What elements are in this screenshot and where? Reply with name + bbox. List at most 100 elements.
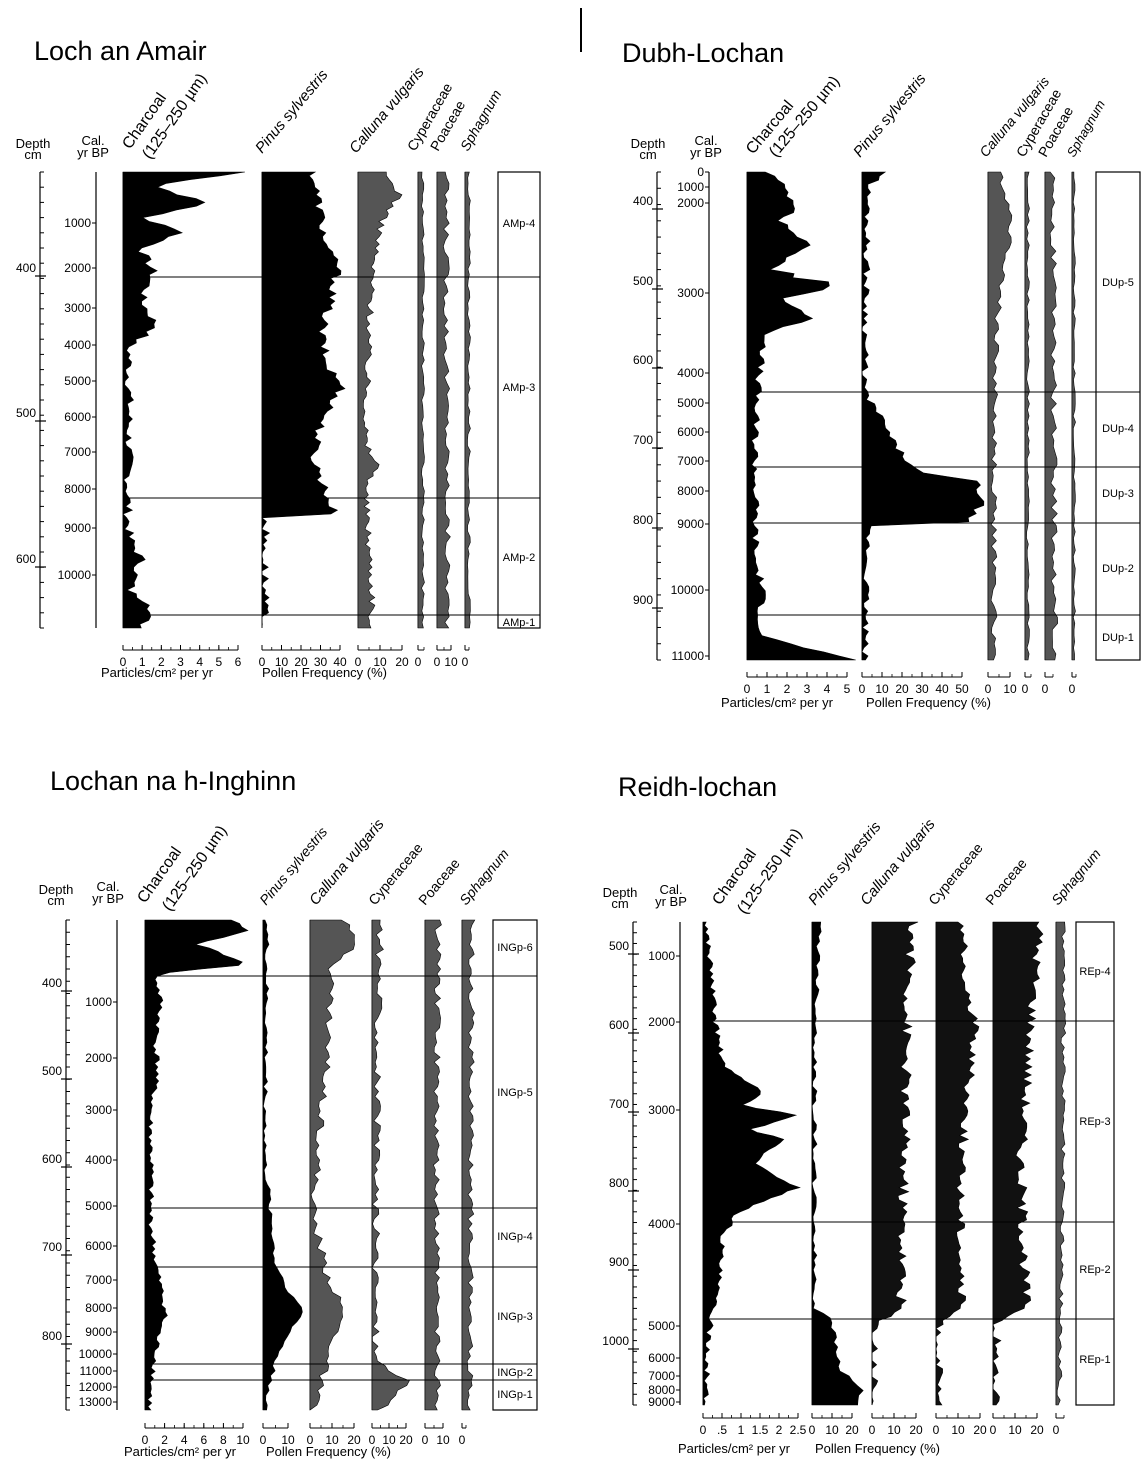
column-tick-label: 0	[990, 1423, 997, 1437]
zone-label: INGp-6	[497, 942, 532, 954]
age-tick-label: 4000	[85, 1153, 112, 1167]
column-tick-label: 30	[915, 682, 929, 696]
column-tick-label: 0	[422, 1433, 429, 1447]
age-tick-label: 10000	[58, 568, 92, 582]
column-tick-label: 0	[933, 1423, 940, 1437]
column-tick-label: 0	[985, 682, 992, 696]
column-tick-label: 10	[951, 1423, 965, 1437]
age-tick-label: 1000	[64, 216, 91, 230]
column-tick-label: 1	[738, 1423, 745, 1437]
depth-tick-label: 800	[42, 1329, 62, 1343]
age-header: Cal.	[96, 879, 119, 894]
depth-tick-label: 900	[609, 1255, 629, 1269]
column-tick-label: 0	[260, 1433, 267, 1447]
age-tick-label: 9000	[85, 1325, 112, 1339]
column-tick-label: 4	[196, 655, 203, 669]
column-tick-label: 3	[804, 682, 811, 696]
taxon-label: Poaceae	[982, 855, 1030, 908]
age-tick-label: 9000	[677, 517, 704, 531]
column-tick-label: 10	[275, 655, 289, 669]
age-tick-label: 13000	[79, 1395, 113, 1409]
depth-tick-label: 500	[16, 406, 36, 420]
depth-tick-label: 600	[16, 552, 36, 566]
column-tick-label: 1	[764, 682, 771, 696]
zone-label: REp-1	[1079, 1354, 1110, 1366]
column-curve	[436, 171, 451, 629]
column-tick-label: 2	[776, 1423, 783, 1437]
zone-label: DUp-5	[1102, 277, 1134, 289]
charcoal-axis-label: Particles/cm² per yr	[101, 665, 214, 680]
column-curve	[122, 171, 245, 629]
zone-label: DUp-1	[1102, 632, 1134, 644]
charcoal-axis-label: Particles/cm² per yr	[721, 695, 834, 710]
column-curve	[309, 919, 355, 1411]
column-tick-label: 20	[294, 655, 308, 669]
pollen-axis-label: Pollen Frequency (%)	[266, 1444, 391, 1459]
column-curve	[464, 171, 471, 629]
age-tick-label: 1000	[85, 995, 112, 1009]
column-tick-label: 20	[395, 655, 409, 669]
zone-label: DUp-3	[1102, 488, 1134, 500]
depth-unit: cm	[639, 147, 656, 162]
panel-title: Reidh-lochan	[618, 772, 777, 802]
column-curve	[1024, 171, 1030, 661]
age-tick-label: 6000	[85, 1239, 112, 1253]
depth-tick-label: 900	[633, 593, 653, 607]
age-header: Cal.	[694, 133, 717, 148]
age-tick-label: 0	[697, 165, 704, 179]
zone-label: REp-3	[1079, 1116, 1110, 1128]
column-curve	[424, 919, 442, 1411]
age-tick-label: 12000	[79, 1380, 113, 1394]
age-tick-label: 6000	[64, 410, 91, 424]
zone-label: INGp-5	[497, 1087, 532, 1099]
column-tick-label: 4	[181, 1433, 188, 1447]
zone-label: INGp-4	[497, 1231, 532, 1243]
age-tick-label: 5000	[64, 374, 91, 388]
taxon-label: Sphagnum	[1048, 846, 1104, 908]
depth-tick-label: 700	[42, 1240, 62, 1254]
column-curve	[144, 919, 249, 1411]
column-tick-label: 10	[382, 1433, 396, 1447]
column-curve	[261, 171, 346, 629]
depth-tick-label: 600	[633, 353, 653, 367]
age-tick-label: 4000	[64, 338, 91, 352]
column-curve	[992, 921, 1044, 1406]
zone-label: AMp-4	[503, 218, 535, 230]
age-tick-label: 2000	[677, 196, 704, 210]
depth-tick-label: 1000	[602, 1334, 629, 1348]
column-tick-label: 10	[436, 1433, 450, 1447]
column-tick-label: 20	[399, 1433, 413, 1447]
column-tick-label: 10	[325, 1433, 339, 1447]
age-tick-label: 10000	[671, 583, 705, 597]
column-tick-label: 10	[1003, 682, 1017, 696]
age-tick-label: 11000	[672, 649, 705, 663]
taxon-label: Cyperaceae	[925, 840, 986, 908]
column-tick-label: 0	[700, 1423, 707, 1437]
column-tick-label: 6	[200, 1433, 207, 1447]
zone-label: INGp-2	[497, 1367, 532, 1379]
column-tick-label: 0	[744, 682, 751, 696]
column-curve	[987, 171, 1013, 661]
column-tick-label: 10	[887, 1423, 901, 1437]
column-curve	[702, 921, 801, 1406]
zone-label: REp-4	[1079, 966, 1110, 978]
age-header: Cal.	[81, 133, 104, 148]
column-tick-label: 3	[177, 655, 184, 669]
depth-tick-label: 800	[633, 513, 653, 527]
column-tick-label: 0	[355, 655, 362, 669]
age-tick-label: 10000	[79, 1347, 113, 1361]
age-tick-label: 2000	[64, 261, 91, 275]
age-tick-label: 7000	[648, 1369, 675, 1383]
column-tick-label: 20	[1030, 1423, 1044, 1437]
taxon-label: Pinus sylvestris	[252, 66, 332, 156]
column-curve	[935, 921, 980, 1406]
depth-unit: cm	[24, 147, 41, 162]
age-tick-label: 7000	[677, 454, 704, 468]
zone-label: REp-2	[1079, 1264, 1110, 1276]
pollen-axis-label: Pollen Frequency (%)	[815, 1441, 940, 1456]
age-unit: yr BP	[92, 891, 124, 906]
zone-label: INGp-1	[497, 1389, 532, 1401]
taxon-label: Sphagnum	[456, 846, 512, 908]
